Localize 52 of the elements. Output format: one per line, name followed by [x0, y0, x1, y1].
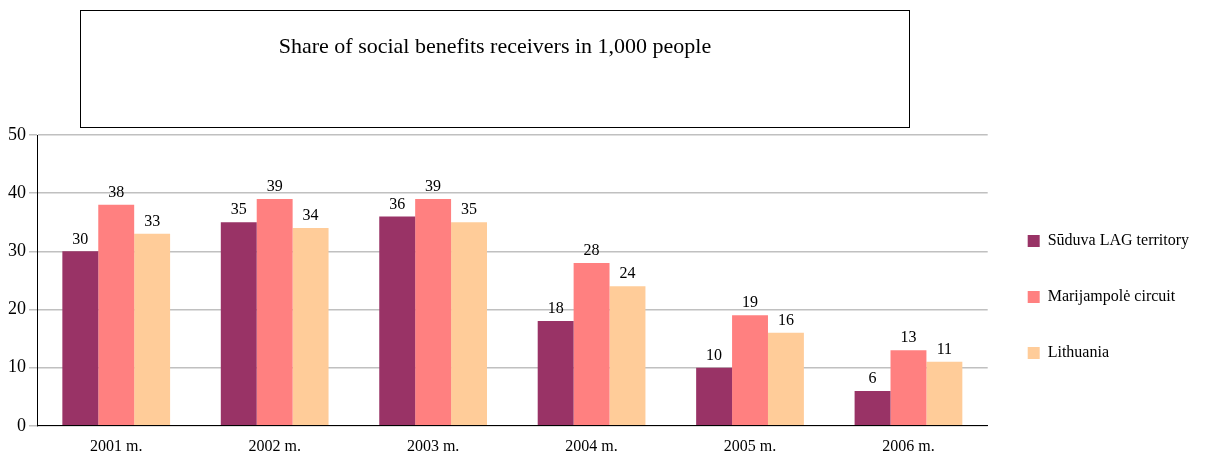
bar: [451, 222, 487, 426]
data-label: 35: [230, 200, 247, 218]
x-tick-label: 2002 m.: [248, 436, 301, 454]
data-label: 34: [302, 206, 319, 224]
x-tick-label: 2004 m.: [565, 436, 618, 454]
data-label: 35: [461, 200, 478, 218]
data-label: 11: [936, 340, 953, 358]
data-label: 33: [144, 212, 161, 230]
data-label: 24: [619, 264, 636, 282]
x-tick-label: 2005 m.: [723, 436, 777, 454]
bar: [537, 321, 574, 426]
y-tick-label: 30: [8, 240, 26, 261]
legend-label: Lithuania: [1047, 343, 1110, 361]
data-label: 36: [389, 194, 406, 212]
bar: [767, 332, 804, 426]
y-tick-label: 50: [8, 123, 26, 144]
bar: [98, 204, 135, 426]
data-label: 18: [547, 299, 564, 317]
bar: [854, 390, 891, 426]
bar: [696, 367, 733, 426]
data-label: 28: [583, 241, 600, 259]
data-label: 38: [108, 183, 125, 200]
bar: [732, 315, 768, 426]
bar: [134, 233, 171, 426]
bar: [256, 198, 293, 426]
data-label: 16: [777, 310, 794, 328]
x-tick-label: 2003 m.: [406, 436, 460, 454]
bar: [609, 286, 646, 426]
x-tick-label: 2001 m.: [90, 436, 143, 454]
bar: [415, 198, 452, 426]
data-label: 39: [266, 177, 283, 195]
data-label: 19: [742, 293, 759, 311]
bar: [573, 262, 610, 426]
y-tick-label: 20: [8, 298, 26, 319]
bar: [926, 361, 963, 426]
bar: [220, 222, 257, 426]
bar: [379, 216, 416, 426]
y-tick-label: 40: [8, 181, 26, 202]
y-tick-label: 0: [17, 414, 26, 435]
bar: [292, 228, 329, 426]
chart-title: Share of social benefits receivers in 1,000 people: [80, 10, 910, 128]
x-tick-label: 2006 m.: [882, 436, 935, 454]
data-label: 6: [868, 369, 877, 387]
data-label: 10: [706, 345, 723, 363]
legend-label: Marijampolė circuit: [1047, 287, 1176, 306]
bar: [890, 350, 927, 426]
legend-label: Sūduva LAG territory: [1047, 231, 1190, 250]
y-tick-label: 10: [8, 356, 26, 377]
data-label: 30: [72, 229, 89, 247]
data-label: 39: [425, 177, 442, 195]
data-label: 13: [900, 328, 917, 346]
bar: [62, 251, 99, 426]
